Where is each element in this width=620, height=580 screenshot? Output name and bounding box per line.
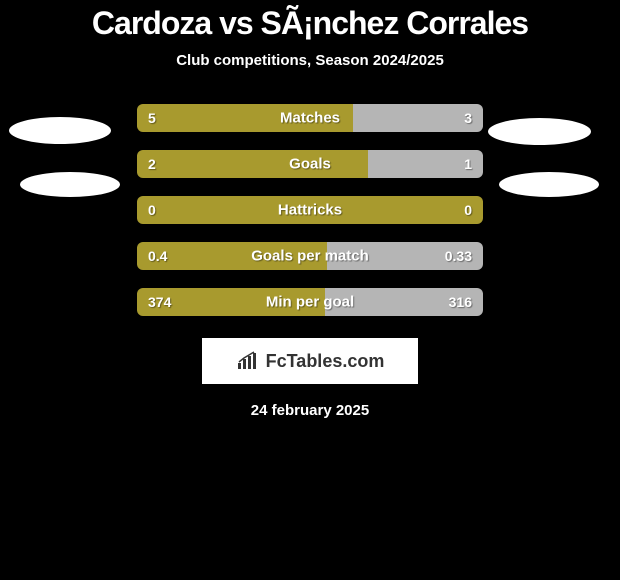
stat-value-right: 0 [464,202,472,218]
stat-row: Goals 2 1 [0,150,620,178]
stat-value-right: 1 [464,156,472,172]
stat-value-left: 0 [148,202,156,218]
stat-label: Hattricks [278,202,342,219]
stats-area: Matches 5 3 Goals 2 1 Hattricks 0 0 Goals per mat… [0,104,620,334]
stat-label: Goals per match [251,248,369,265]
snapshot-date: 24 february 2025 [251,402,369,419]
chart-icon [236,351,260,371]
stat-value-left: 5 [148,110,156,126]
stat-value-right: 316 [449,294,472,310]
stat-value-right: 3 [464,110,472,126]
stat-value-left: 0.4 [148,248,167,264]
stat-value-right: 0.33 [445,248,472,264]
stat-bar-left [137,150,368,178]
logo-text: FcTables.com [266,351,385,372]
stat-label: Min per goal [266,294,354,311]
stat-row: Matches 5 3 [0,104,620,132]
stat-row: Hattricks 0 0 [0,196,620,224]
source-logo: FcTables.com [202,338,418,384]
stat-label: Goals [289,156,331,173]
stat-row: Min per goal 374 316 [0,288,620,316]
stat-row: Goals per match 0.4 0.33 [0,242,620,270]
stat-value-left: 2 [148,156,156,172]
stat-label: Matches [280,110,340,127]
stat-value-left: 374 [148,294,171,310]
season-subtitle: Club competitions, Season 2024/2025 [176,52,444,69]
comparison-title: Cardoza vs SÃ¡nchez Corrales [92,5,528,42]
